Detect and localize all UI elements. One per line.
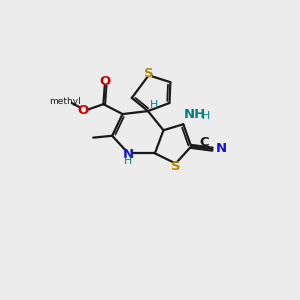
Bar xyxy=(218,145,225,152)
Bar xyxy=(145,70,152,77)
Text: S: S xyxy=(144,67,154,80)
Text: methyl: methyl xyxy=(50,97,81,106)
Text: C: C xyxy=(200,136,209,149)
Text: H: H xyxy=(150,100,159,110)
Bar xyxy=(80,107,86,113)
Bar xyxy=(102,79,108,85)
Bar xyxy=(172,163,179,169)
Text: N: N xyxy=(123,148,134,161)
Bar xyxy=(125,152,132,162)
Text: O: O xyxy=(77,104,88,117)
Text: H: H xyxy=(124,156,133,166)
Text: NH: NH xyxy=(184,108,206,121)
Text: N: N xyxy=(216,142,227,155)
Text: O: O xyxy=(100,75,111,88)
Text: S: S xyxy=(171,160,181,173)
Text: H: H xyxy=(202,111,211,122)
